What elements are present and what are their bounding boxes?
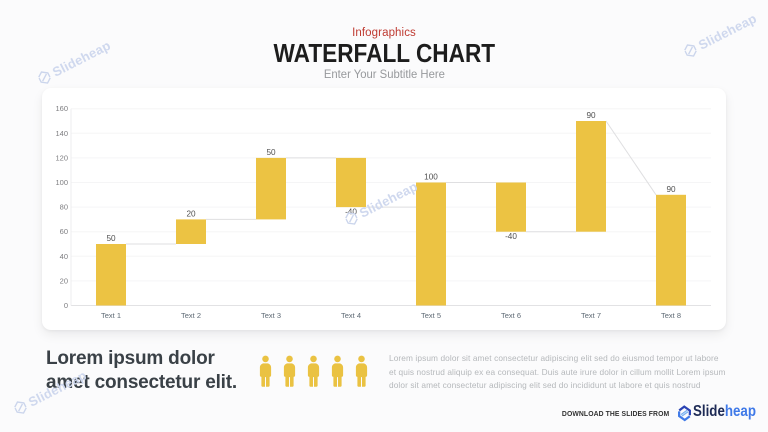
svg-text:0: 0 — [64, 301, 68, 310]
svg-text:50: 50 — [106, 234, 116, 243]
svg-text:Text 1: Text 1 — [101, 311, 121, 320]
svg-text:100: 100 — [424, 173, 438, 182]
svg-text:20: 20 — [186, 209, 196, 218]
svg-text:Text 8: Text 8 — [661, 311, 681, 320]
svg-text:-40: -40 — [345, 208, 357, 217]
svg-text:40: 40 — [60, 252, 68, 261]
svg-text:20: 20 — [60, 276, 68, 285]
svg-text:140: 140 — [55, 129, 68, 138]
svg-text:160: 160 — [55, 104, 68, 113]
svg-text:90: 90 — [666, 185, 676, 194]
svg-text:120: 120 — [55, 153, 68, 162]
svg-text:80: 80 — [60, 203, 68, 212]
svg-text:-40: -40 — [505, 232, 517, 241]
svg-text:100: 100 — [55, 178, 68, 187]
svg-text:Text 4: Text 4 — [341, 311, 361, 320]
svg-text:Text 7: Text 7 — [581, 311, 601, 320]
svg-text:50: 50 — [266, 148, 276, 157]
svg-text:Text 2: Text 2 — [181, 311, 201, 320]
svg-text:Text 6: Text 6 — [501, 311, 521, 320]
svg-text:90: 90 — [586, 111, 596, 120]
svg-text:Text 3: Text 3 — [261, 311, 281, 320]
svg-text:Text 5: Text 5 — [421, 311, 441, 320]
svg-text:60: 60 — [60, 227, 68, 236]
